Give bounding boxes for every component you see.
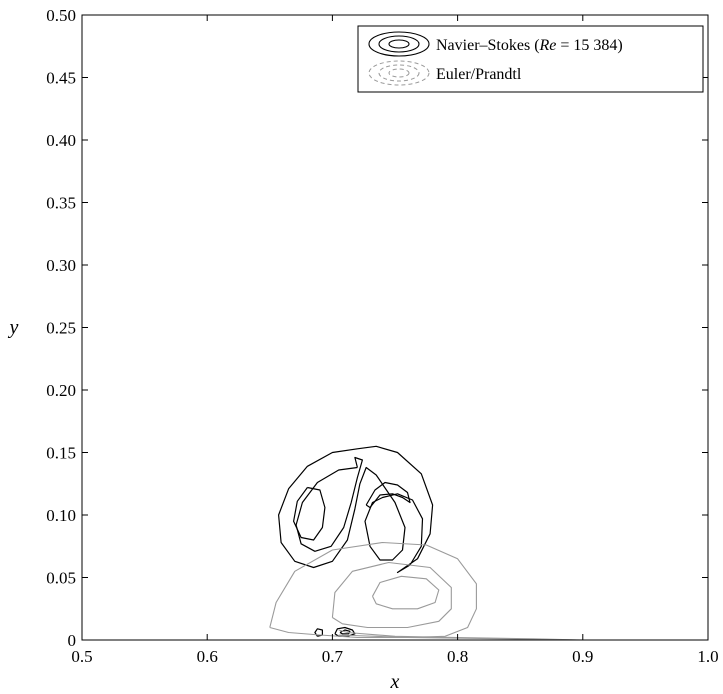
x-tick-label: 0.8	[447, 647, 468, 666]
y-tick-label: 0.05	[46, 569, 76, 588]
contour-line-series-1-2	[372, 575, 440, 610]
x-tick-label: 0.5	[71, 647, 92, 666]
legend-ellipse	[368, 60, 430, 86]
y-tick-label: 0	[68, 631, 77, 650]
axis-ticks: 0.5 0.6 0.7 0.8 0.9 1.0 0 0.05 0.10 0.15 0.20 0.25 0…	[46, 6, 718, 666]
contour-line-series-0-0	[278, 445, 434, 574]
x-tick-label: 0.7	[322, 647, 344, 666]
legend: Navier–Stokes (Re = 15 384) Euler/Prandt…	[357, 25, 704, 93]
legend-label-navier-stokes-main: Navier–Stokes (	[436, 37, 540, 54]
legend-ellipse	[368, 31, 430, 57]
contour-line-series-0-3	[365, 481, 411, 509]
contour-line-series-1-1	[331, 561, 452, 629]
legend-symbol-navier-stokes	[368, 31, 430, 57]
contour-line-series-0-2	[293, 486, 326, 541]
y-tick-label: 0.15	[46, 444, 76, 463]
y-tick-label: 0.50	[46, 6, 76, 25]
y-tick-label: 0.45	[46, 69, 76, 88]
legend-ellipse	[378, 35, 420, 53]
y-tick-label: 0.30	[46, 256, 76, 275]
legend-ellipse	[388, 68, 410, 78]
y-tick-label: 0.10	[46, 506, 76, 525]
x-tick-label: 0.6	[197, 647, 218, 666]
x-axis-label: x	[390, 671, 400, 693]
legend-ellipse	[378, 64, 420, 82]
y-tick-label: 0.40	[46, 131, 76, 150]
legend-label-euler-prandtl: Euler/Prandtl	[436, 66, 522, 83]
contour-lines	[269, 445, 583, 641]
plot-frame	[81, 14, 709, 641]
x-tick-label: 0.9	[572, 647, 593, 666]
legend-label-navier-stokes-rest: = 15 384)	[556, 37, 622, 54]
legend-label-navier-stokes: Navier–Stokes (Re = 15 384)	[436, 37, 623, 54]
y-tick-label: 0.35	[46, 194, 76, 213]
legend-label-euler-prandtl-main: Euler/Prandtl	[436, 66, 522, 83]
contour-line-series-1-0	[269, 541, 477, 639]
y-axis-label: y	[8, 317, 19, 339]
contour-line-series-0-1	[295, 456, 363, 552]
y-tick-label: 0.20	[46, 381, 76, 400]
legend-symbol-euler-prandtl	[368, 60, 430, 86]
y-tick-label: 0.25	[46, 319, 76, 338]
legend-ellipse	[388, 39, 410, 49]
x-tick-label: 1.0	[697, 647, 718, 666]
legend-box	[357, 25, 704, 93]
legend-label-navier-stokes-italic: Re	[539, 37, 557, 54]
